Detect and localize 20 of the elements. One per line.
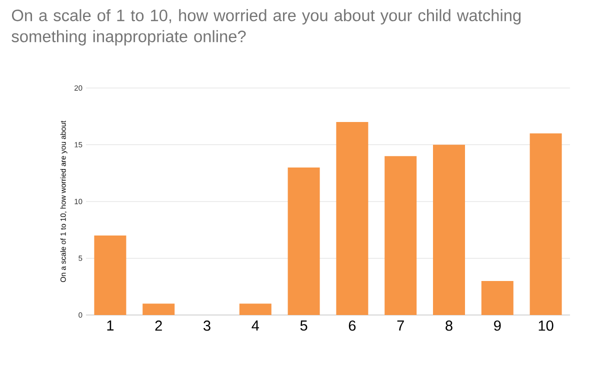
bar: [433, 144, 465, 315]
x-tick-label: 9: [494, 320, 501, 331]
chart-title: On a scale of 1 to 10, how worried are you about your child watching something inappropriate online?: [12, 9, 521, 46]
x-tick-label: 7: [397, 320, 404, 330]
bar: [336, 122, 368, 315]
bar: [530, 133, 562, 315]
x-tick-label: 4: [252, 320, 260, 330]
bar: [481, 280, 514, 315]
bar: [288, 167, 320, 315]
x-tick-label: 3: [204, 320, 210, 331]
bar: [239, 304, 272, 315]
x-tick-label: 8: [446, 320, 452, 331]
x-tick-label: 5: [300, 320, 308, 331]
x-tick-label: 10: [538, 320, 554, 331]
bar: [94, 236, 126, 315]
x-tick-label: 6: [348, 320, 356, 331]
x-tick-label: 1: [107, 320, 114, 330]
bar: [142, 304, 175, 315]
bar: [384, 156, 417, 315]
x-tick-label: 2: [155, 320, 162, 331]
